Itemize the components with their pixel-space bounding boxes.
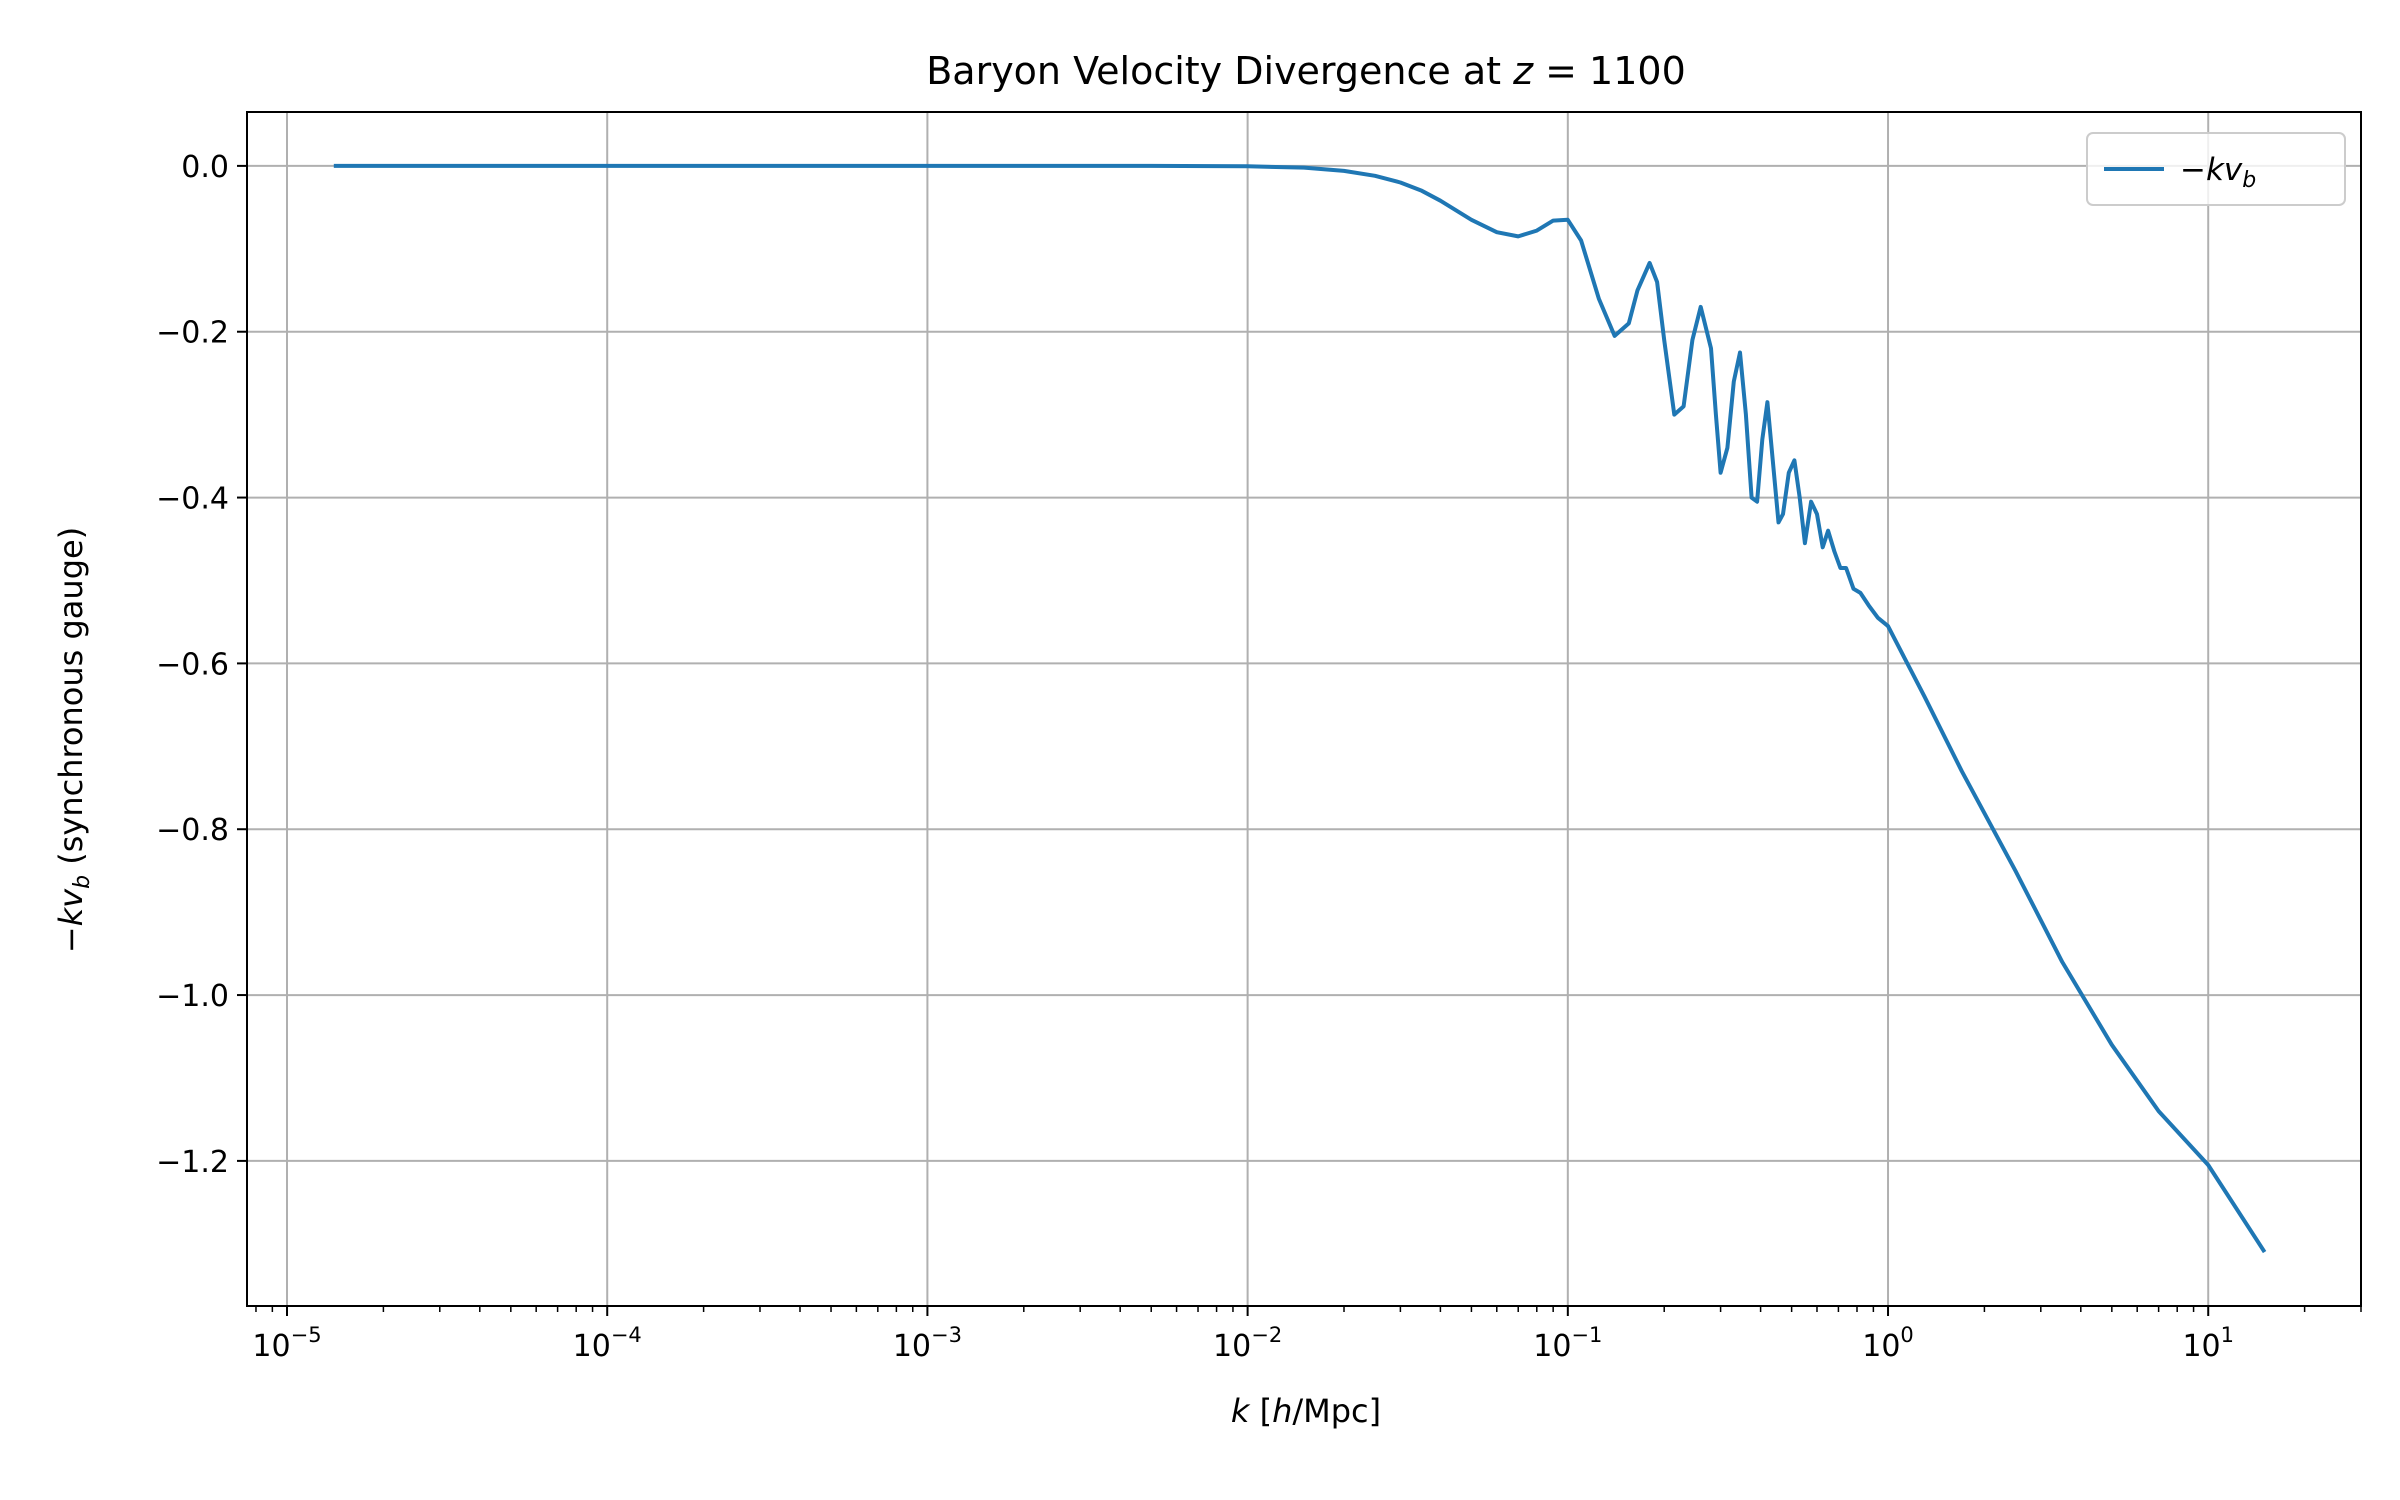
series-layer xyxy=(333,163,2267,1254)
legend-box xyxy=(2086,132,2346,206)
x-tick-exp-4: −1 xyxy=(1571,1323,1602,1347)
x-tick-base-1: 10 xyxy=(573,1329,611,1364)
x-tick-base-4: 10 xyxy=(1533,1329,1571,1364)
y-axis-label-var: kv xyxy=(52,888,90,927)
x-tick-exp-1: −4 xyxy=(611,1323,642,1347)
x-tick-label-6: 101 xyxy=(2182,1323,2234,1364)
x-tick-label-0: 10−5 xyxy=(252,1323,321,1364)
x-axis-label: k [h/Mpc] xyxy=(1231,1392,1381,1430)
x-tick-label-1: 10−4 xyxy=(573,1323,642,1364)
legend-label-sign: − xyxy=(2180,152,2206,188)
x-tick-base-5: 10 xyxy=(1862,1329,1900,1364)
x-axis-label-var: k xyxy=(1231,1392,1251,1430)
x-tick-exp-5: 0 xyxy=(1900,1323,1913,1347)
series-line-0 xyxy=(333,163,2267,1254)
x-tick-base-0: 10 xyxy=(252,1329,290,1364)
x-tick-label-2: 10−3 xyxy=(893,1323,962,1364)
y-tick-label-6: −1.2 xyxy=(156,1145,229,1180)
x-axis-label-unit-var: h xyxy=(1272,1392,1292,1430)
y-axis-label-rest: (synchronous gauge) xyxy=(52,527,90,875)
y-tick-label-0: 0.0 xyxy=(181,150,229,185)
y-axis-label: −kvb (synchronous gauge) xyxy=(52,527,95,953)
x-tick-base-2: 10 xyxy=(893,1329,931,1364)
grid-lines xyxy=(247,112,2361,1306)
y-axis-ticks: 0.0 −0.2 −0.4 −0.6 −0.8 −1.0 −1.2 xyxy=(156,150,247,1180)
x-tick-base-3: 10 xyxy=(1213,1329,1251,1364)
x-tick-exp-2: −3 xyxy=(931,1323,962,1347)
x-tick-label-5: 100 xyxy=(1862,1323,1914,1364)
y-tick-label-2: −0.4 xyxy=(156,482,229,517)
x-tick-label-3: 10−2 xyxy=(1213,1323,1282,1364)
x-axis-ticks: 10−5 10−4 10−3 10−2 10−1 100 101 xyxy=(252,1306,2234,1364)
legend-label: −kvb xyxy=(2180,152,2256,193)
plot-frame xyxy=(246,111,2362,1307)
legend: −kvb xyxy=(2086,132,2346,206)
x-tick-exp-6: 1 xyxy=(2221,1323,2234,1347)
title-variable: z xyxy=(1512,49,1534,93)
x-tick-exp-0: −5 xyxy=(291,1323,322,1347)
x-tick-label-4: 10−1 xyxy=(1533,1323,1602,1364)
x-axis-label-unit-rest: /Mpc] xyxy=(1292,1392,1381,1430)
y-tick-label-3: −0.6 xyxy=(156,647,229,682)
chart-title: Baryon Velocity Divergence at z = 1100 xyxy=(926,49,1686,93)
legend-label-sub: b xyxy=(2242,168,2256,193)
legend-label-var: kv xyxy=(2206,152,2243,188)
title-prefix: Baryon Velocity Divergence at xyxy=(926,49,1513,93)
x-tick-base-6: 10 xyxy=(2182,1329,2220,1364)
title-equation: = 1100 xyxy=(1533,49,1686,93)
y-axis-label-sub: b xyxy=(70,875,95,889)
y-axis-label-sign: − xyxy=(52,926,90,953)
y-tick-label-5: −1.0 xyxy=(156,979,229,1014)
x-axis-label-rest: [ xyxy=(1249,1392,1272,1430)
y-tick-label-1: −0.2 xyxy=(156,316,229,351)
y-tick-label-4: −0.8 xyxy=(156,813,229,848)
x-tick-exp-3: −2 xyxy=(1251,1323,1282,1347)
